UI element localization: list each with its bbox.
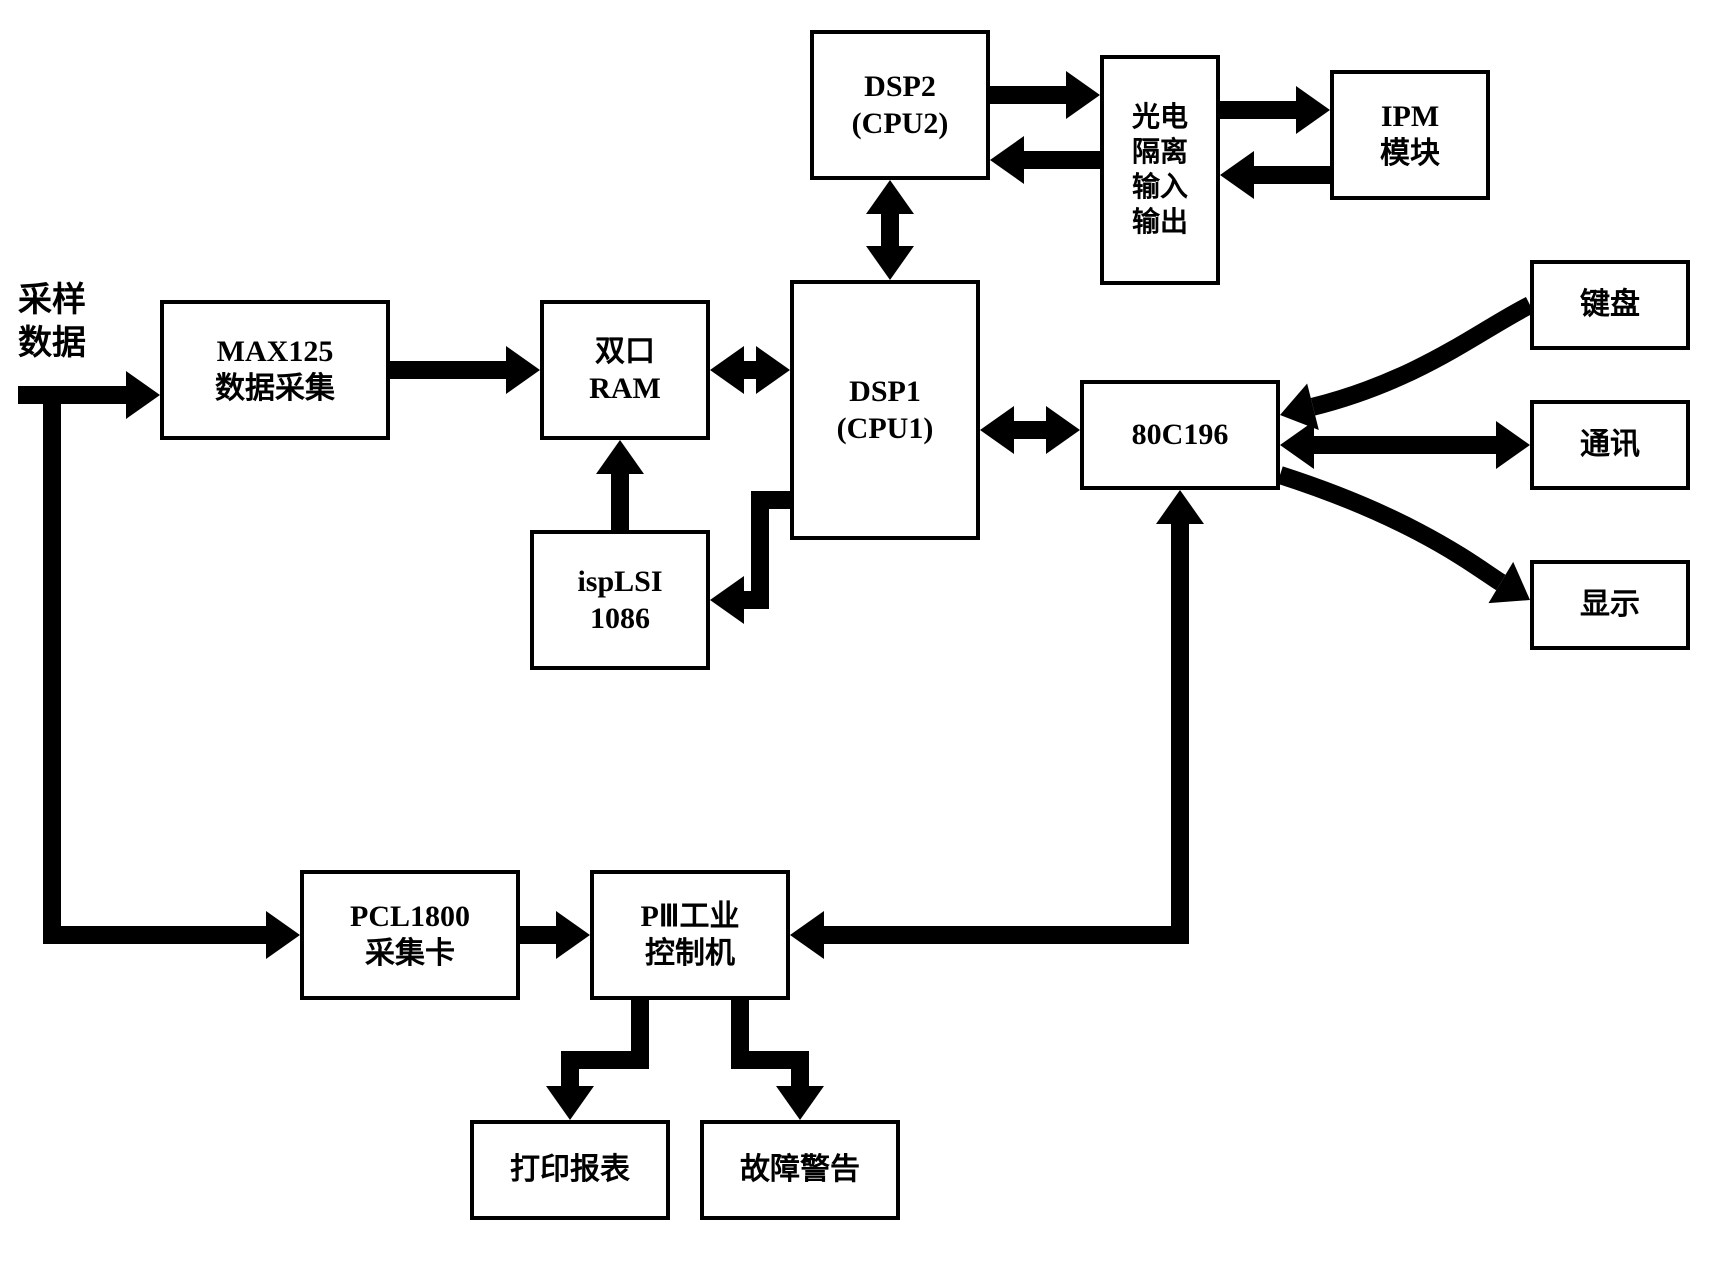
diagram-canvas: 采样 数据 MAX125 数据采集 双口 RAM ispLSI 1086 DSP… (0, 0, 1727, 1286)
edges-layer (0, 0, 1727, 1286)
